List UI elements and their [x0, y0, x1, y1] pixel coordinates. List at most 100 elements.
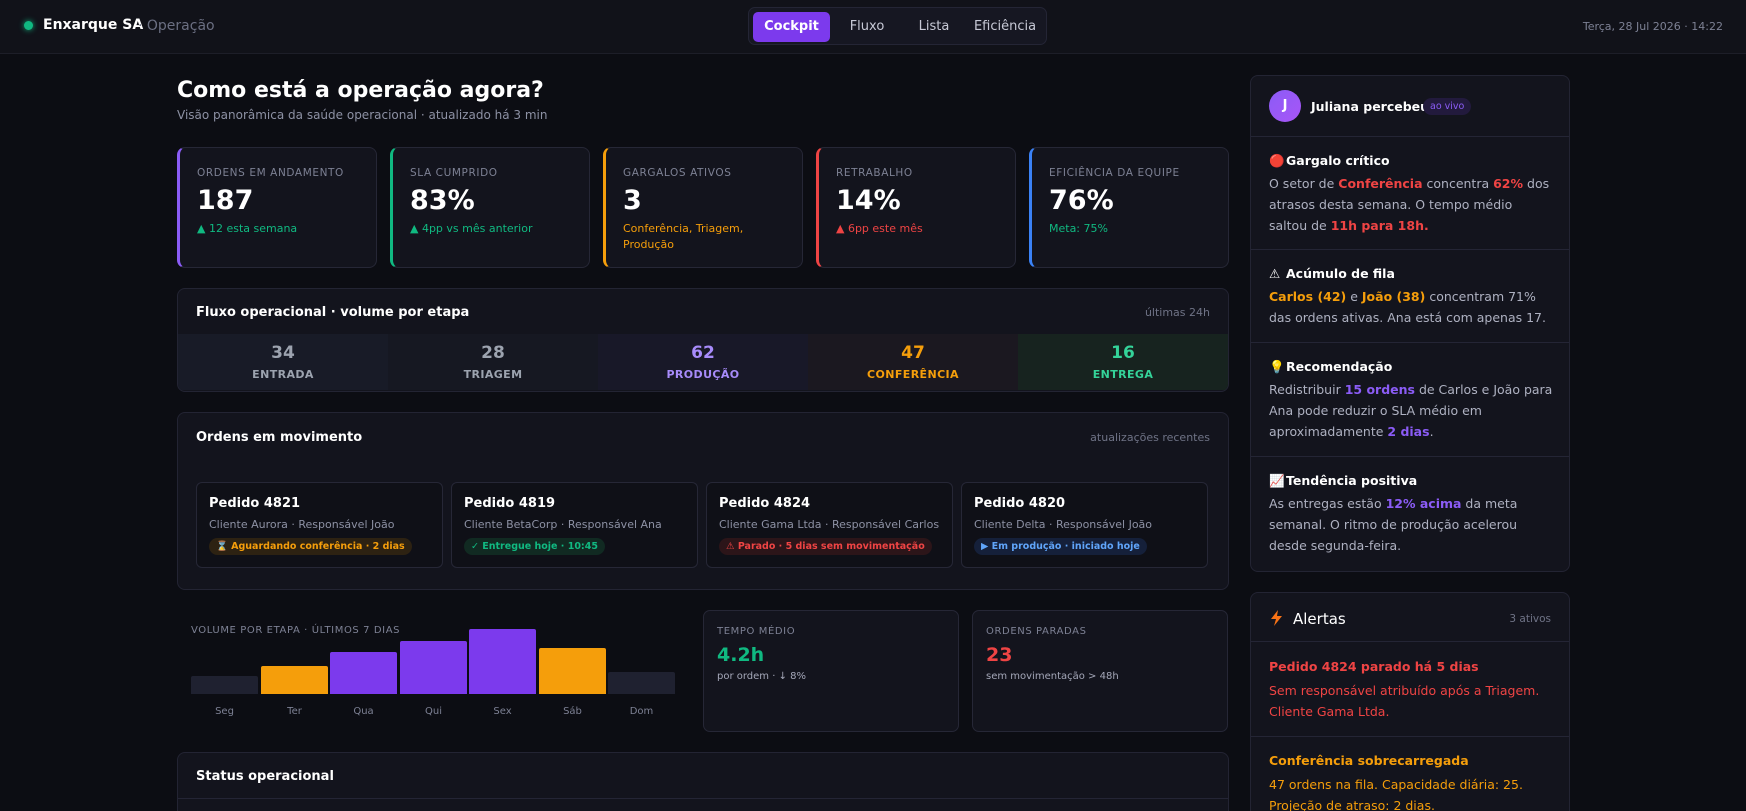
orders-title: Ordens em movimento [196, 430, 363, 445]
kpi-card[interactable]: SLA CUMPRIDO 83% ▲ 4pp vs mês anterior [390, 147, 590, 268]
orders-panel: Ordens em movimento atualizações recente… [177, 412, 1229, 590]
warning-icon: ⚠ [1269, 266, 1281, 281]
highlight: 62% [1493, 176, 1524, 191]
stat-note: sem movimentação > 48h [986, 671, 1119, 682]
stage-label: ENTRADA [252, 368, 314, 381]
order-card[interactable]: Pedido 4819 Cliente BetaCorp · Responsáv… [451, 482, 698, 568]
chart-tick-label: Dom [629, 706, 654, 717]
tab-cockpit[interactable]: Cockpit [753, 12, 830, 42]
stat-note: por ordem · ↓ 8% [717, 671, 807, 682]
insight-title: ⚠ Acúmulo de fila [1269, 266, 1395, 281]
alert-title[interactable]: Conferência sobrecarregada [1269, 753, 1469, 768]
insight-text: O setor de Conferência concentra 62% dos… [1269, 176, 1550, 233]
kpi-note: ▲ 4pp vs mês anterior [410, 222, 533, 235]
kpi-card[interactable]: EFICIÊNCIA DA EQUIPE 76% Meta: 75% [1029, 147, 1229, 268]
stat-label: TEMPO MÉDIO [717, 626, 796, 637]
kpi-label: EFICIÊNCIA DA EQUIPE [1049, 167, 1180, 179]
chart-bar[interactable] [261, 666, 328, 694]
order-title: Pedido 4819 [464, 496, 556, 511]
chart-bar[interactable] [400, 641, 467, 694]
stat-label: ORDENS PARADAS [986, 626, 1087, 637]
page-title: Como está a operação agora? [177, 78, 544, 103]
orders-meta: atualizações recentes [1090, 431, 1210, 444]
kpi-card[interactable]: ORDENS EM ANDAMENTO 187 ▲ 12 esta semana [177, 147, 377, 268]
chart-bar[interactable] [469, 629, 536, 694]
alert-body: 47 ordens na fila. Capacidade diária: 25… [1269, 777, 1523, 811]
kpi-value: 83% [410, 185, 475, 216]
chart-title: VOLUME POR ETAPA · ÚLTIMOS 7 DIAS [191, 625, 401, 636]
lightning-icon [1271, 610, 1282, 626]
status-badge: ▶ Em produção · iniciado hoje [974, 538, 1147, 555]
chart-bar[interactable] [191, 676, 258, 694]
highlight: João (38) [1361, 289, 1426, 304]
order-card[interactable]: Pedido 4821 Cliente Aurora · Responsável… [196, 482, 443, 568]
tab-eficiencia[interactable]: Eficiência [973, 19, 1037, 34]
order-card[interactable]: Pedido 4820 Cliente Delta · Responsável … [961, 482, 1208, 568]
stage-count: 16 [1111, 343, 1135, 363]
divider [1251, 249, 1569, 250]
avatar: J [1269, 90, 1301, 122]
avg-time-card[interactable]: TEMPO MÉDIO 4.2h por ordem · ↓ 8% [703, 610, 959, 732]
tab-fluxo[interactable]: Fluxo [849, 19, 885, 34]
chart-bar[interactable] [608, 672, 675, 694]
status-dot-icon [24, 21, 33, 30]
insight-title: 📈Tendência positiva [1269, 473, 1418, 488]
kpi-card[interactable]: GARGALOS ATIVOS 3 Conferência, Triagem, … [603, 147, 803, 268]
kpi-value: 76% [1049, 185, 1114, 216]
order-card[interactable]: Pedido 4824 Cliente Gama Ltda · Responsá… [706, 482, 953, 568]
chart-tick-label: Qui [425, 706, 442, 717]
highlight: 12% acima [1385, 496, 1462, 511]
status-badge: ⌛ Aguardando conferência · 2 dias [209, 538, 412, 555]
flow-stage-triagem[interactable]: 28 TRIAGEM [388, 334, 598, 390]
order-details: Cliente Aurora · Responsável João [209, 518, 395, 531]
tab-lista[interactable]: Lista [918, 19, 950, 34]
page-subtitle: Visão panorâmica da saúde operacional · … [177, 108, 548, 122]
divider [1251, 736, 1569, 737]
stat-value: 4.2h [717, 644, 765, 666]
stat-value: 23 [986, 644, 1013, 666]
current-datetime: Terça, 28 Jul 2026 · 14:22 [1582, 20, 1723, 33]
order-title: Pedido 4821 [209, 496, 301, 511]
highlight: 15 ordens [1344, 382, 1415, 397]
stage-label: CONFERÊNCIA [867, 368, 959, 381]
top-bar: Enxarque SA · Operação Cockpit Fluxo Lis… [0, 0, 1746, 54]
stalled-orders-card[interactable]: ORDENS PARADAS 23 sem movimentação > 48h [972, 610, 1228, 732]
order-details: Cliente BetaCorp · Responsável Ana [464, 518, 662, 531]
flow-stages: 34 ENTRADA 28 TRIAGEM 62 PRODUÇÃO 47 CON… [178, 334, 1228, 390]
kpi-value: 3 [623, 185, 642, 216]
flow-stage-conferencia[interactable]: 47 CONFERÊNCIA [808, 334, 1018, 390]
live-badge: ao vivo [1423, 98, 1472, 115]
order-details: Cliente Gama Ltda · Responsável Carlos [719, 518, 940, 531]
flow-stage-entrega[interactable]: 16 ENTREGA [1018, 334, 1228, 390]
kpi-label: ORDENS EM ANDAMENTO [197, 167, 344, 179]
chart-bar[interactable] [330, 652, 397, 694]
chart-tick-label: Qua [353, 706, 374, 717]
status-panel: Status operacional [177, 752, 1229, 811]
order-title: Pedido 4820 [974, 496, 1066, 511]
order-details: Cliente Delta · Responsável João [974, 518, 1153, 531]
chart-tick-label: Sáb [563, 706, 582, 717]
divider [1251, 136, 1569, 137]
stage-count: 47 [901, 343, 925, 363]
stage-count: 28 [481, 343, 505, 363]
kpi-label: GARGALOS ATIVOS [623, 167, 732, 179]
alerts-count: 3 ativos [1509, 613, 1551, 625]
flow-stage-entrada[interactable]: 34 ENTRADA [178, 334, 388, 390]
kpi-card[interactable]: RETRABALHO 14% ▲ 6pp este mês [816, 147, 1016, 268]
kpi-label: SLA CUMPRIDO [410, 167, 498, 179]
stage-label: PRODUÇÃO [666, 368, 740, 381]
red-circle-icon: 🔴 [1269, 153, 1285, 168]
highlight: Carlos (42) [1269, 289, 1347, 304]
flow-stage-producao[interactable]: 62 PRODUÇÃO [598, 334, 808, 390]
chart-bar[interactable] [539, 648, 606, 694]
flow-title: Fluxo operacional · volume por etapa [196, 305, 470, 320]
insights-panel: J Juliana percebeu ao vivo 🔴Gargalo crít… [1250, 75, 1570, 572]
lightbulb-icon: 💡 [1269, 359, 1285, 374]
stage-count: 34 [271, 343, 295, 363]
kpi-label: RETRABALHO [836, 167, 913, 179]
alert-title[interactable]: Pedido 4824 parado há 5 dias [1269, 659, 1479, 674]
flow-meta: últimas 24h [1144, 306, 1210, 319]
kpi-note: ▲ 6pp este mês [836, 222, 923, 235]
insight-text: Redistribuir 15 ordens de Carlos e João … [1269, 382, 1553, 439]
kpi-note: Meta: 75% [1049, 222, 1108, 235]
